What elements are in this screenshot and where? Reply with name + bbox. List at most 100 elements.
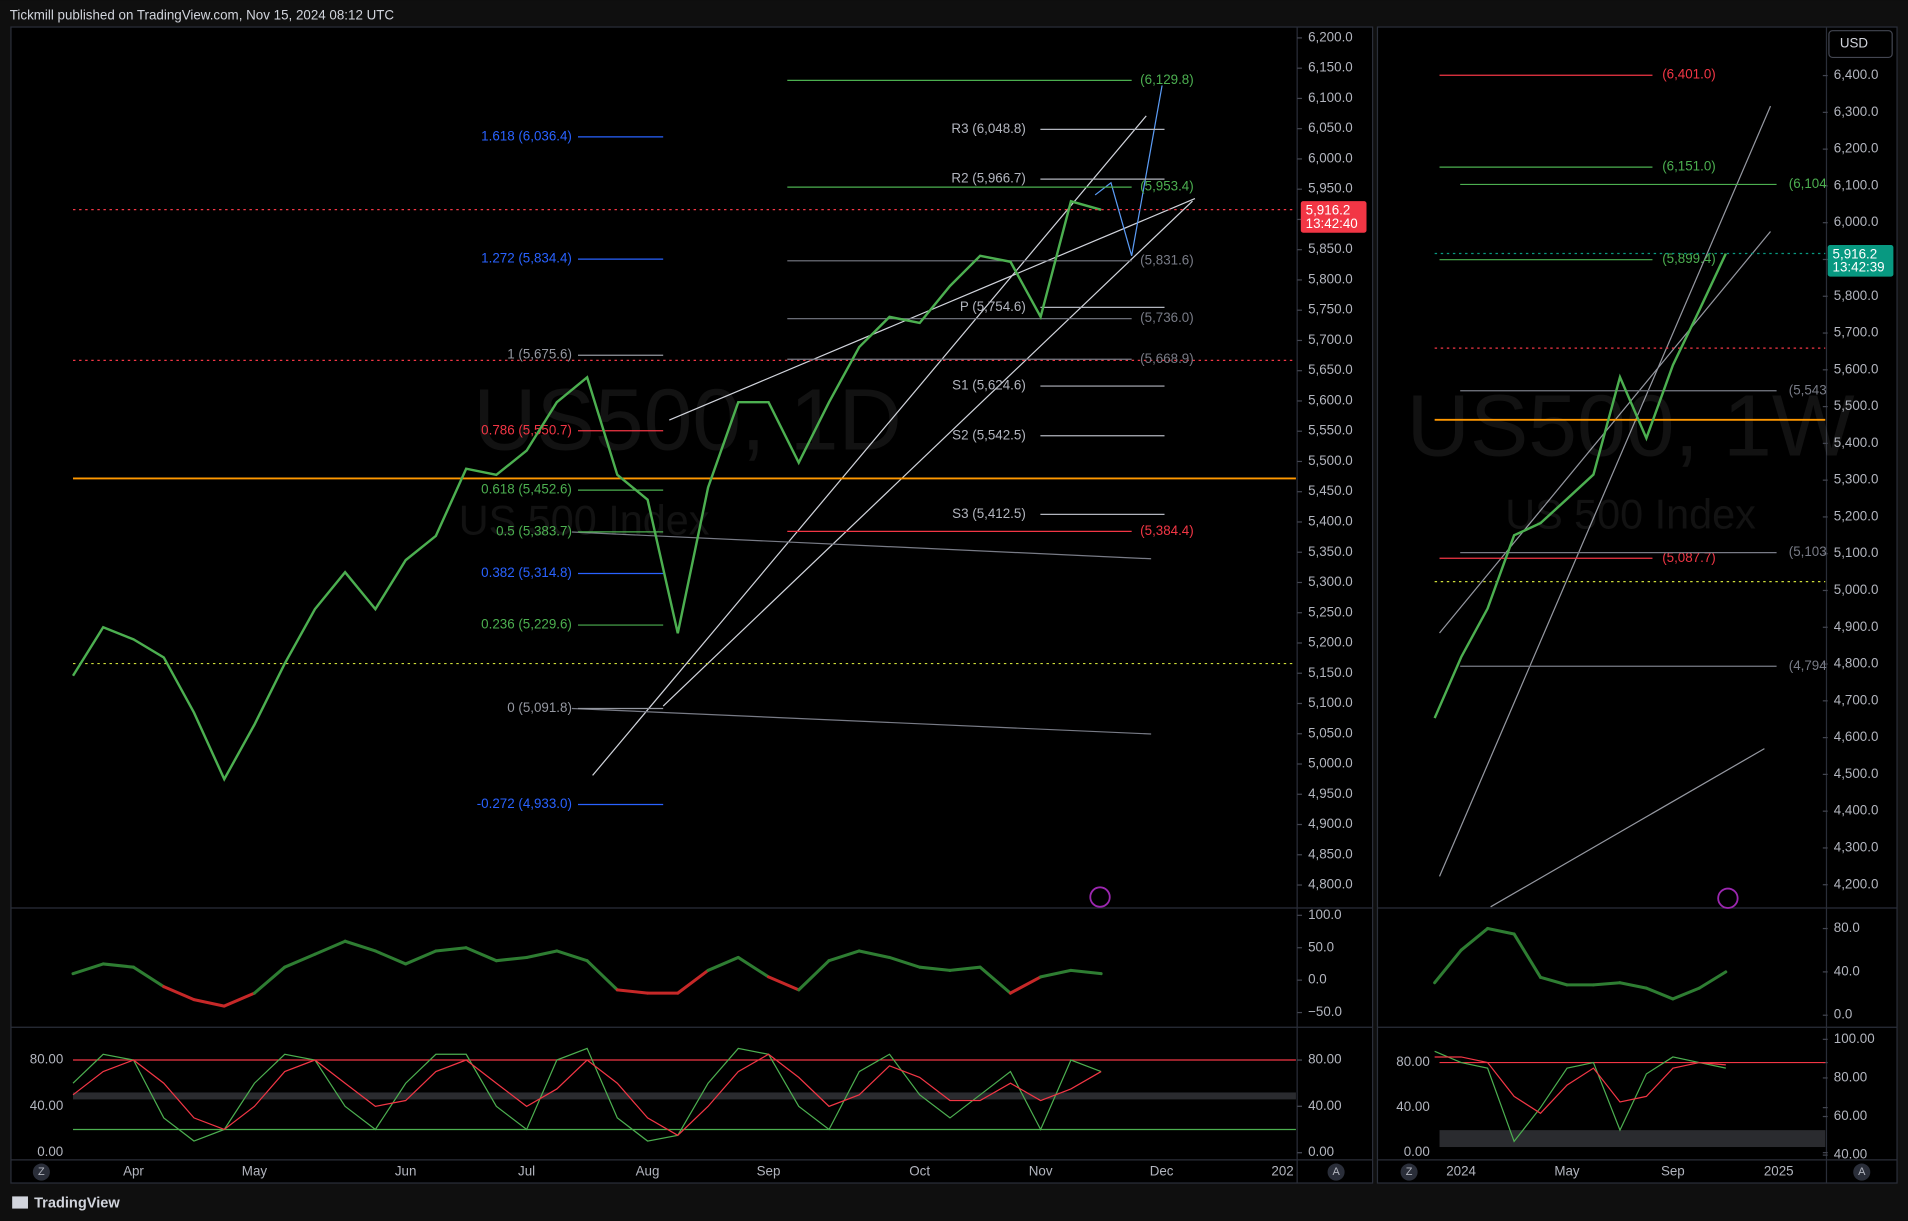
y-tick-label: 80.00 [1396, 1054, 1429, 1069]
level-label: (6,129.8) [1140, 72, 1194, 87]
momentum-segment [313, 939, 347, 956]
stochastic-line [1434, 1056, 1726, 1115]
y-tick-label: 0.0 [1308, 972, 1327, 987]
y-tick-label: 5,800.0 [1834, 288, 1879, 303]
momentum-segment [918, 965, 952, 972]
zoom-button[interactable] [1400, 1163, 1418, 1181]
level-label: 0.786 (5,550.7) [481, 422, 572, 437]
y-tick-label: 6,000.0 [1308, 150, 1353, 165]
y-tick-label: 40.00 [1396, 1099, 1429, 1114]
y-tick-label: 0.00 [1404, 1144, 1430, 1159]
momentum-segment [192, 998, 226, 1008]
level-label: 0.5 (5,383.7) [496, 523, 572, 538]
y-tick-label: 0.00 [37, 1144, 63, 1159]
y-tick-label: 4,200.0 [1834, 876, 1879, 891]
momentum-segment [948, 965, 982, 972]
y-tick-label: 80.0 [1834, 920, 1860, 935]
y-tick-label: 5,950.0 [1308, 181, 1353, 196]
x-tick-label: Jun [395, 1164, 417, 1179]
level-label: 1 (5,675.6) [507, 347, 572, 362]
currency-button[interactable] [1828, 30, 1893, 59]
y-tick-label: 5,100.0 [1834, 545, 1879, 560]
x-tick-label: 202 [1271, 1164, 1293, 1179]
level-label: 1.272 (5,834.4) [481, 251, 572, 266]
y-tick-label: 4,500.0 [1834, 766, 1879, 781]
level-label: (5,831.6) [1140, 252, 1194, 267]
x-tick-label: 2025 [1764, 1164, 1794, 1179]
momentum-segment [1008, 975, 1043, 995]
y-tick-label: −50.0 [1308, 1004, 1342, 1019]
y-tick-label: 4,850.0 [1308, 846, 1353, 861]
momentum-segment [1459, 927, 1490, 952]
level-label: 0 (5,091.8) [507, 700, 572, 715]
y-tick-label: 4,900.0 [1308, 816, 1353, 831]
momentum-segment [555, 949, 589, 963]
y-tick-label: 6,100.0 [1308, 90, 1353, 105]
momentum-segment [1538, 975, 1569, 987]
daily-panel [10, 26, 1374, 1184]
level-label: (5,103 [1789, 544, 1827, 559]
level-label: 0.618 (5,452.6) [481, 482, 572, 497]
y-tick-label: 5,450.0 [1308, 483, 1353, 498]
level-label: (5,953.4) [1140, 179, 1194, 194]
alert-icon [1717, 887, 1739, 909]
momentum-segment [71, 962, 105, 976]
watermark-subtitle: US 500 Index [1505, 491, 1756, 537]
y-tick-label: 5,700.0 [1308, 332, 1353, 347]
y-tick-label: 5,000.0 [1834, 582, 1879, 597]
x-tick-label: May [242, 1164, 268, 1179]
momentum-segment [373, 949, 408, 966]
y2-tick-label: 40.00 [1834, 1147, 1867, 1162]
zoom-button[interactable] [32, 1163, 50, 1181]
momentum-segment [1069, 968, 1103, 976]
stochastic-line [1434, 1050, 1726, 1143]
y-tick-label: 5,750.0 [1308, 302, 1353, 317]
level-label: 0.236 (5,229.6) [481, 617, 572, 632]
last-price-label: 5,916.2 [1306, 202, 1351, 217]
watermark-title: US500, 1D [473, 370, 902, 468]
momentum-segment [827, 949, 861, 963]
auto-label[interactable]: A [1332, 1166, 1340, 1178]
y-tick-label: 6,400.0 [1834, 67, 1879, 82]
y-tick-label: 5,800.0 [1308, 271, 1353, 286]
level-label: 1.618 (6,036.4) [481, 128, 572, 143]
stochastic-line [72, 1047, 1102, 1142]
momentum-segment [978, 965, 1012, 995]
auto-button[interactable] [1853, 1163, 1871, 1181]
momentum-segment [1644, 986, 1675, 1001]
currency-label[interactable]: USD [1840, 36, 1869, 51]
y-tick-label: 80.00 [30, 1052, 63, 1067]
level-label: (4,794 [1789, 658, 1827, 673]
countdown-label: 13:42:40 [1306, 216, 1358, 231]
y-tick-label: 4,300.0 [1834, 839, 1879, 854]
momentum-segment [585, 959, 619, 992]
y-tick-label: 5,350.0 [1308, 544, 1353, 559]
momentum-segment [1697, 970, 1728, 990]
auto-label[interactable]: A [1858, 1166, 1866, 1178]
zoom-label[interactable]: Z [1406, 1166, 1413, 1178]
y-tick-label: 4,600.0 [1834, 729, 1879, 744]
y-tick-label: 4,800.0 [1308, 877, 1353, 892]
zoom-label[interactable]: Z [38, 1166, 45, 1178]
momentum-segment [766, 975, 801, 992]
momentum-segment [343, 939, 377, 953]
weekly-panel [1376, 26, 1898, 1184]
y-tick-label: 6,200.0 [1834, 141, 1879, 156]
y-tick-label: 5,300.0 [1834, 472, 1879, 487]
y-tick-label: 5,850.0 [1308, 241, 1353, 256]
last-price-box [1827, 244, 1894, 277]
momentum-segment [736, 955, 771, 979]
x-tick-label: Oct [909, 1164, 930, 1179]
auto-button[interactable] [1327, 1163, 1345, 1181]
x-tick-label: Jul [518, 1164, 535, 1179]
y-tick-label: 6,200.0 [1308, 29, 1353, 44]
price-line [71, 199, 1102, 782]
y-tick-label: 50.0 [1308, 939, 1334, 954]
y-tick-label: 4,900.0 [1834, 619, 1879, 634]
momentum-segment [857, 949, 891, 959]
level-label: -0.272 (4,933.0) [477, 796, 572, 811]
y2-tick-label: 60.00 [1834, 1108, 1867, 1123]
watermark-subtitle: US 500 Index [459, 497, 710, 543]
footer: TradingView [34, 1196, 120, 1212]
